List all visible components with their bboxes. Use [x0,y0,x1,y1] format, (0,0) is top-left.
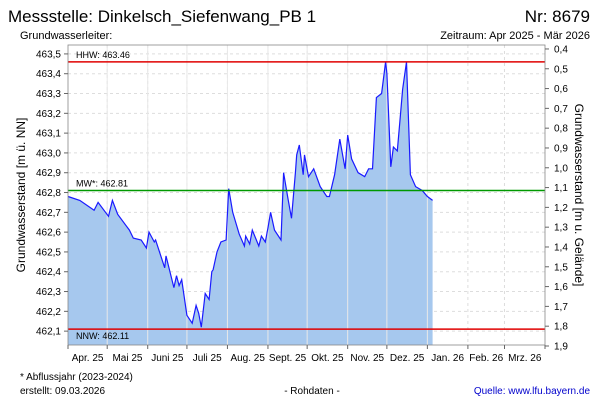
y2-tick-label: 1,1 [554,183,568,194]
x-tick-label: Mai 25 [112,353,142,364]
created-date: erstellt: 09.03.2026 [20,386,105,397]
y2-tick-label: 1,5 [554,262,568,273]
y-tick-label: 462,4 [36,267,61,278]
x-tick-label: Sept. 25 [269,353,307,364]
y-tick-label: 463,4 [36,69,61,80]
y-tick-label: 462,3 [36,287,61,298]
x-tick-label: Apr. 25 [72,353,104,364]
y-tick-label: 462,8 [36,188,61,199]
right-axis: 0,4 0,5 0,6 0,7 0,8 0,9 1,0 1,1 1,2 1,3 1,4 1,5 1,6 1… [545,44,568,352]
x-tick-label: Nov. 25 [350,353,384,364]
y2-tick-label: 1,6 [554,282,568,293]
level-line [67,61,433,328]
source-link[interactable]: Quelle: www.lfu.bayern.de [474,386,591,397]
y2-tick-label: 0,7 [554,104,568,115]
y2-tick-label: 1,2 [554,203,568,214]
y2-tick-label: 1,3 [554,223,568,234]
reference-label: MW*: 462.81 [76,179,128,189]
y-tick-label: 463,1 [36,129,61,140]
y-tick-label: 463,3 [36,89,61,100]
raw-data-label: - Rohdaten - [284,386,340,397]
plot-frame [67,44,546,346]
station-number: Nr: 8679 [525,7,590,26]
y2-tick-label: 1,4 [554,242,568,253]
y-tick-label: 463,0 [36,148,61,159]
period-label: Zeitraum: Apr 2025 - Mär 2026 [440,30,590,42]
x-tick-label: Jan. 26 [431,353,464,364]
x-axis: Apr. 25 Mai 25 Juni 25 Juli 25 Aug. 25 Sept. … [67,345,546,364]
y-tick-label: 462,1 [36,327,61,338]
y-tick-label: 462,7 [36,208,61,219]
y-axis-title: Grundwasserstand [m ü. NN] [14,118,28,273]
reference-lines: HHW: 463.46 MW*: 462.81 NNW: 462.11 [68,50,545,341]
y2-tick-label: 1,7 [554,302,568,313]
month-gridlines-filled [106,45,428,345]
y-tick-label: 463,2 [36,109,61,120]
reference-label: NNW: 462.11 [76,331,129,341]
y2-axis-title: Grundwasserstand [m u. Gelände] [572,104,586,287]
y2-tick-label: 0,4 [554,44,568,55]
x-tick-label: Juni 25 [151,353,184,364]
left-axis: 463,5 463,4 463,3 463,2 463,1 463,0 462,9 462,8… [36,49,68,338]
y-tick-label: 462,6 [36,228,61,239]
x-tick-label: Okt. 25 [311,353,344,364]
reference-label: HHW: 463.46 [76,50,130,60]
y-tick-label: 462,5 [36,247,61,258]
y2-tick-label: 0,8 [554,124,568,135]
footnote: * Abflussjahr (2023-2024) [20,372,133,383]
y2-tick-label: 1,0 [554,163,568,174]
y-tick-label: 463,5 [36,49,61,60]
chart-title: Messstelle: Dinkelsch_Siefenwang_PB 1 [8,7,316,26]
x-tick-label: Dez. 25 [390,353,425,364]
aquifer-label: Grundwasserleiter: [20,30,112,42]
x-tick-label: Feb. 26 [469,353,503,364]
x-tick-label: Juli 25 [193,353,222,364]
x-tick-label: Mrz. 26 [508,353,542,364]
y2-tick-label: 0,9 [554,143,568,154]
level-area [68,61,433,346]
y2-tick-label: 1,9 [554,341,568,352]
y-tick-label: 462,9 [36,168,61,179]
x-tick-label: Aug. 25 [230,353,265,364]
y-tick-label: 462,2 [36,307,61,318]
y2-tick-label: 1,8 [554,322,568,333]
y2-tick-label: 0,5 [554,64,568,75]
y2-tick-label: 0,6 [554,84,568,95]
